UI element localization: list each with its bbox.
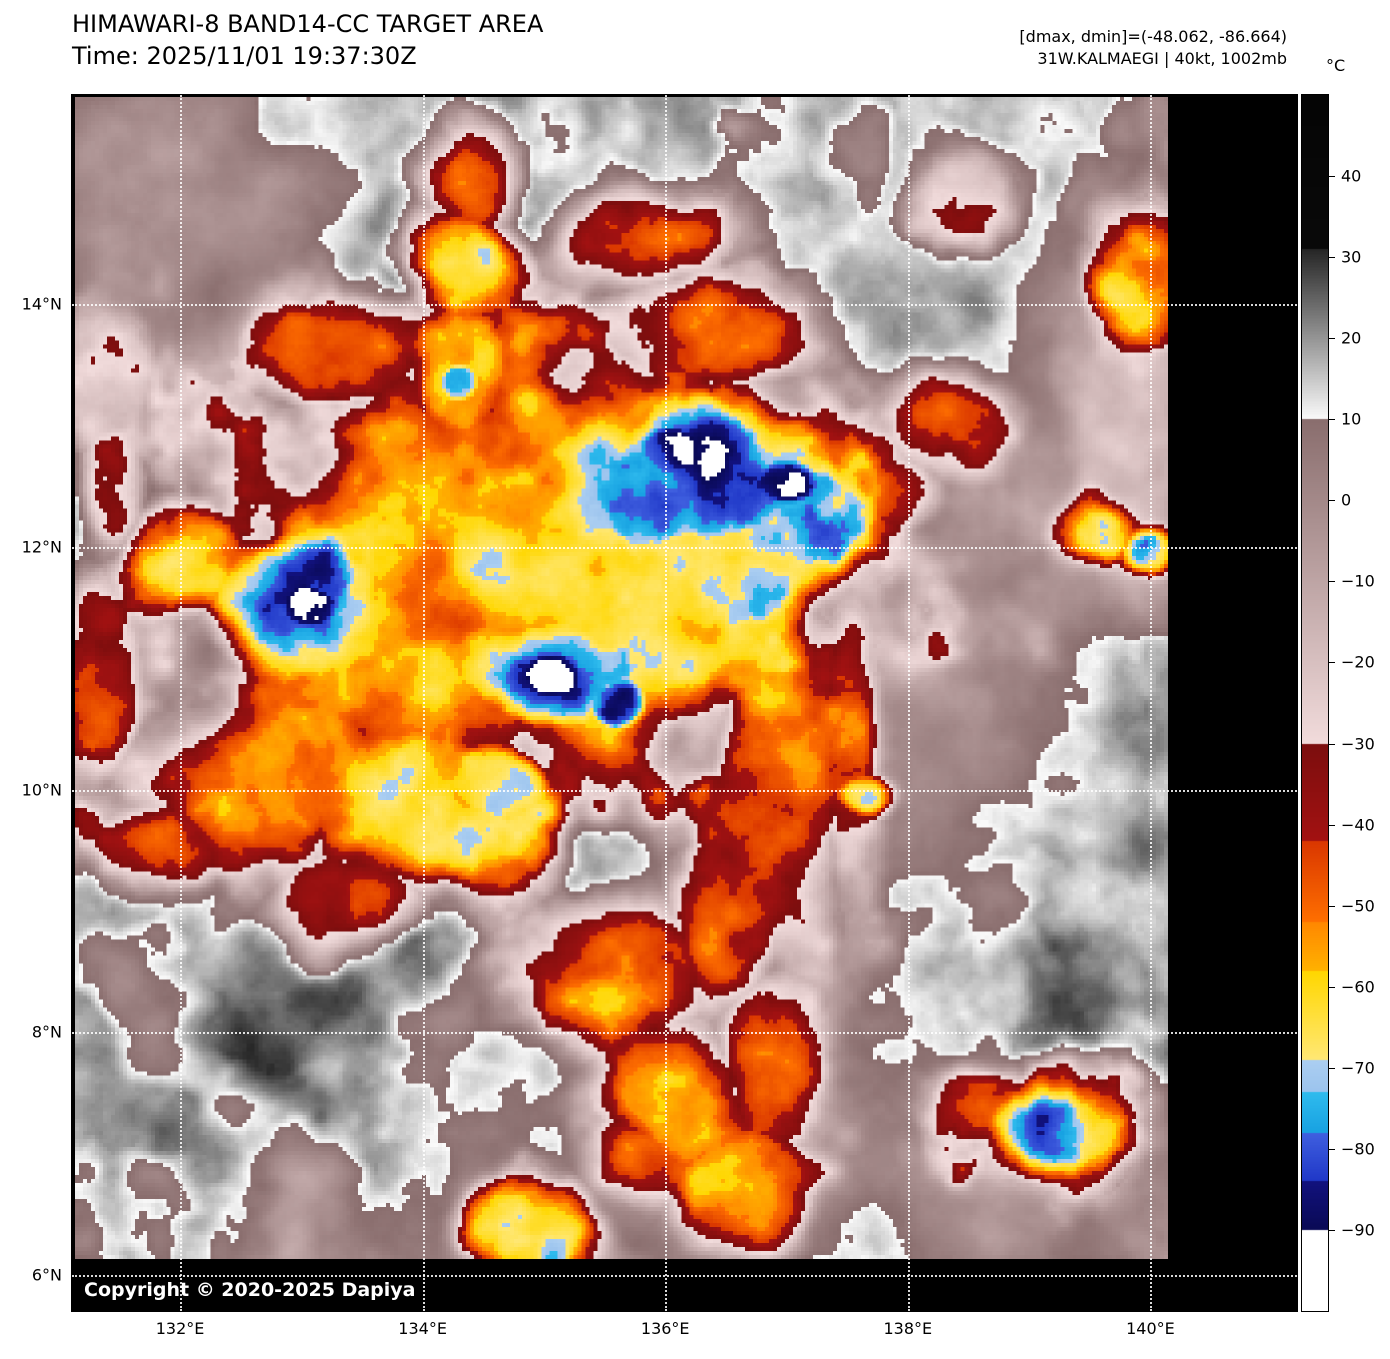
lat-tick-label: 10°N <box>21 780 62 800</box>
colorbar-tick-label: 30 <box>1341 247 1362 267</box>
gridline-lon-138 <box>907 95 910 1311</box>
colorbar-tick-label: 40 <box>1341 166 1362 186</box>
colorbar-tick <box>1329 338 1335 340</box>
colorbar-tick <box>1329 905 1335 907</box>
colorbar-unit-label: °C <box>1326 56 1346 75</box>
gridline-lat-12 <box>72 547 1297 549</box>
lat-tick-label: 8°N <box>31 1022 62 1042</box>
colorbar-tick-label: −40 <box>1341 815 1375 835</box>
colorbar-tick <box>1329 824 1335 826</box>
colorbar-tick-label: −10 <box>1341 571 1375 591</box>
colorbar-tick-label: 10 <box>1341 409 1362 429</box>
figure-timestamp: Time: 2025/11/01 19:37:30Z <box>72 42 417 70</box>
gridline-lon-140 <box>1150 95 1153 1311</box>
gridline-lat-8 <box>72 1032 1297 1035</box>
lon-tick-label: 138°E <box>883 1319 933 1338</box>
satellite-ir-heatmap <box>75 97 1168 1259</box>
colorbar-tick <box>1329 1067 1335 1069</box>
colorbar-tick <box>1329 986 1335 988</box>
copyright-text: Copyright © 2020-2025 Dapiya <box>84 1279 416 1301</box>
colorbar-tick-label: −60 <box>1341 977 1375 997</box>
colorbar-tick-label: −70 <box>1341 1058 1375 1078</box>
lat-tick-label: 6°N <box>31 1265 62 1285</box>
lat-tick-label: 14°N <box>21 294 62 314</box>
gridline-lon-136 <box>665 95 668 1311</box>
colorbar-tick-label: 0 <box>1341 490 1352 510</box>
colorbar-tick <box>1329 176 1335 178</box>
colorbar-tick-label: −90 <box>1341 1220 1375 1240</box>
lon-tick-label: 134°E <box>398 1319 447 1338</box>
gridline-lat-10 <box>72 789 1297 792</box>
lon-tick-label: 140°E <box>1126 1319 1175 1338</box>
colorbar <box>1301 94 1329 1312</box>
colorbar-tick <box>1329 419 1335 421</box>
colorbar-tick <box>1329 743 1335 745</box>
map-plot-area: Copyright © 2020-2025 Dapiya <box>71 94 1298 1312</box>
colorbar-tick <box>1329 581 1335 583</box>
colorbar-tick-label: −30 <box>1341 734 1375 754</box>
figure-title: HIMAWARI-8 BAND14-CC TARGET AREA <box>72 10 544 38</box>
dmax-dmin-readout: [dmax, dmin]=(-48.062, -86.664) <box>1019 27 1287 46</box>
gridline-lon-134 <box>422 95 425 1311</box>
colorbar-tick-label: −50 <box>1341 896 1375 916</box>
lon-tick-label: 136°E <box>640 1319 690 1338</box>
colorbar-tick-label: −80 <box>1341 1139 1375 1159</box>
gridline-lon-132 <box>180 95 183 1311</box>
colorbar-tick <box>1329 662 1335 664</box>
colorbar-tick <box>1329 257 1335 259</box>
gridline-lat-14 <box>72 304 1297 307</box>
lon-tick-label: 132°E <box>155 1319 205 1338</box>
lat-tick-label: 12°N <box>21 537 62 557</box>
colorbar-tick <box>1329 1148 1335 1150</box>
colorbar-tick <box>1329 1229 1335 1231</box>
colorbar-tick-label: −20 <box>1341 652 1375 672</box>
gridline-lat-6 <box>72 1274 1297 1277</box>
colorbar-tick-label: 20 <box>1341 328 1362 348</box>
colorbar-tick <box>1329 500 1335 502</box>
storm-info-readout: 31W.KALMAEGI | 40kt, 1002mb <box>1037 49 1287 68</box>
